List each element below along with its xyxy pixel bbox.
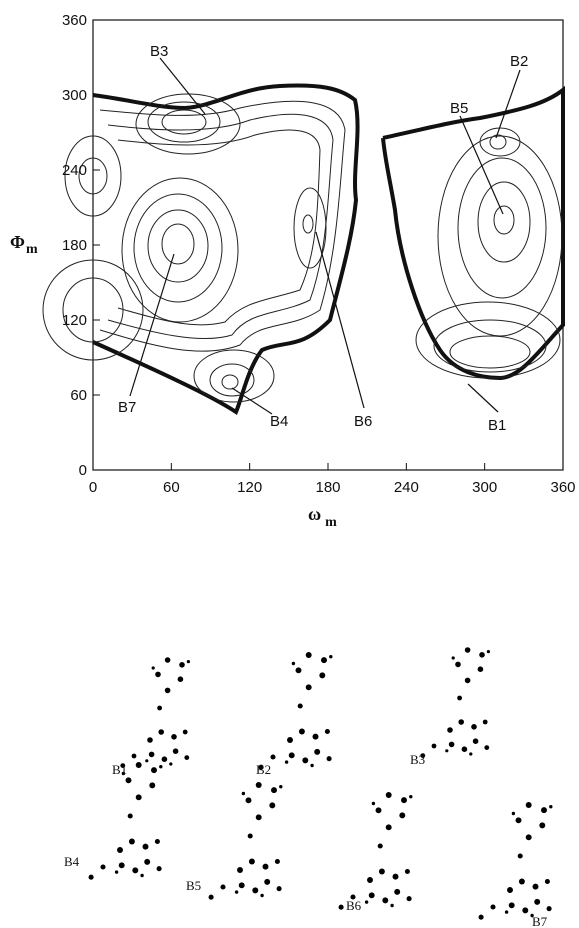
- structure-label: B4: [64, 854, 80, 869]
- x-tick-label: 240: [394, 479, 419, 496]
- x-tick-label: 120: [237, 479, 262, 496]
- x-axis-label-symbol: ω: [308, 504, 321, 524]
- y-axis-label: Φm: [10, 232, 38, 257]
- y-axis-label-symbol: Φ: [10, 232, 25, 252]
- region-boundary: [383, 90, 563, 378]
- y-tick-label: 180: [62, 237, 87, 254]
- x-tick-label: 180: [315, 479, 340, 496]
- x-tick-label: 60: [163, 479, 180, 496]
- y-tick-label: 360: [62, 12, 87, 29]
- structure-label: B2: [256, 762, 271, 777]
- y-tick-label: 60: [70, 387, 87, 404]
- y-tick-label: 0: [79, 462, 87, 479]
- annotation: B5: [450, 100, 468, 117]
- structures: [89, 647, 553, 920]
- annotation: B7: [118, 399, 136, 416]
- y-tick-label: 120: [62, 312, 87, 329]
- x-tick-label: 360: [550, 479, 575, 496]
- x-axis-label-subscript: m: [325, 515, 337, 530]
- structure-label: B5: [186, 878, 201, 893]
- y-tick-label: 300: [62, 87, 87, 104]
- figure: 060120180240300360060120180240300360ωmΦm…: [0, 0, 579, 928]
- structure-label: B6: [346, 898, 362, 913]
- annotation: B4: [270, 413, 288, 430]
- y-axis-label-subscript: m: [26, 242, 38, 257]
- annotation: B1: [488, 417, 506, 434]
- annotation: B2: [510, 53, 528, 70]
- structure-label: B3: [410, 752, 425, 767]
- contour-lines: [43, 86, 563, 412]
- y-tick-label: 240: [62, 162, 87, 179]
- region-boundary: [93, 86, 358, 412]
- annotation: B6: [354, 413, 372, 430]
- x-tick-label: 300: [472, 479, 497, 496]
- structure-label: B1: [112, 762, 127, 777]
- annotation: B3: [150, 43, 168, 60]
- structure-label: B7: [532, 914, 548, 928]
- x-tick-label: 0: [89, 479, 97, 496]
